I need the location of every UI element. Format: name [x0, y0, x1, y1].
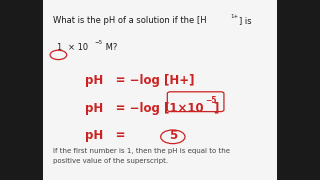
Text: M?: M?	[103, 43, 117, 52]
Text: pH   = −log [H+]: pH = −log [H+]	[85, 74, 195, 87]
Text: × 10: × 10	[68, 43, 88, 52]
Text: If the first number is 1, then the pH is equal to the
positive value of the supe: If the first number is 1, then the pH is…	[52, 148, 229, 163]
Text: ] is: ] is	[239, 16, 252, 25]
Text: 1+: 1+	[230, 14, 238, 19]
Text: −5: −5	[95, 40, 103, 45]
Text: ]: ]	[213, 102, 219, 115]
Text: pH   = −log [1×10: pH = −log [1×10	[85, 102, 204, 115]
Text: −5: −5	[205, 96, 217, 105]
FancyBboxPatch shape	[43, 0, 277, 180]
Text: 1: 1	[56, 43, 61, 52]
Text: 5: 5	[169, 129, 177, 142]
Text: What is the pH of a solution if the [H: What is the pH of a solution if the [H	[52, 16, 206, 25]
Text: pH   =: pH =	[85, 129, 130, 142]
